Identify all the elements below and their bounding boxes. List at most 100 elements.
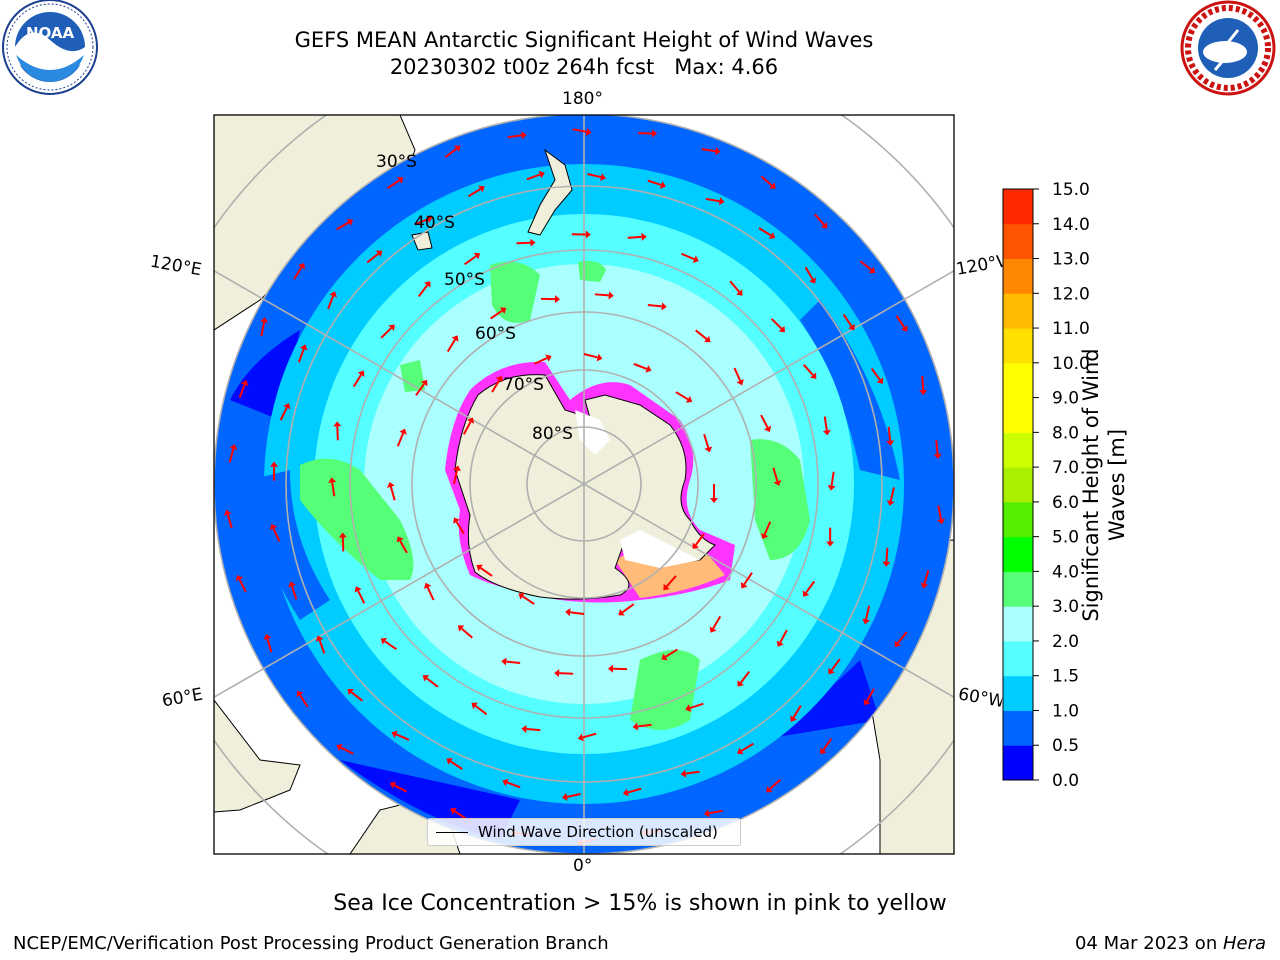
wind-wave-arrow — [887, 426, 892, 441]
wind-wave-arrow — [327, 295, 335, 310]
wind-wave-arrow — [526, 173, 541, 181]
colorbar-tick-label: 4.0 — [1052, 562, 1079, 582]
wind-wave-arrow — [444, 147, 458, 158]
wind-wave-arrowhead — [937, 518, 945, 525]
wind-wave-arrowhead — [235, 574, 243, 582]
wind-wave-arrowhead — [283, 403, 291, 410]
wind-wave-arrowhead — [652, 129, 658, 138]
producer-credit: NCEP/EMC/Verification Post Processing Pr… — [13, 933, 609, 954]
wind-wave-arrowhead — [685, 395, 693, 403]
wind-wave-arrowhead — [933, 453, 942, 460]
lon-label-180: 180° — [562, 89, 603, 109]
wind-wave-arrowhead — [270, 461, 279, 467]
wind-wave-arrowhead — [760, 532, 769, 540]
wind-wave-arrow — [516, 241, 531, 245]
wind-wave-arrow — [889, 487, 895, 502]
wind-wave-arrow — [921, 376, 925, 391]
wind-wave-arrowhead — [740, 582, 748, 589]
wind-wave-arrowhead — [263, 633, 272, 640]
legend-line-swatch — [436, 832, 468, 833]
lat-label-80s: 80°S — [532, 424, 573, 444]
wind-wave-arrowhead — [714, 147, 721, 156]
wind-wave-arrow — [566, 793, 581, 798]
wind-wave-arrow — [594, 293, 609, 297]
wind-wave-arrow — [842, 314, 853, 327]
wind-wave-arrow — [318, 639, 326, 654]
wind-wave-arrowhead — [338, 532, 347, 538]
wind-wave-arrowhead — [450, 807, 457, 815]
wind-wave-arrowhead — [680, 769, 687, 778]
wind-wave-arrowhead — [545, 354, 552, 362]
wind-wave-arrowhead — [554, 669, 560, 678]
wind-wave-arrow — [895, 315, 906, 329]
wind-wave-arrowhead — [828, 667, 835, 675]
wind-wave-arrow — [426, 586, 435, 601]
wind-wave-arrowhead — [704, 446, 713, 453]
colorbar-swatch — [1003, 258, 1033, 294]
wind-wave-arrowhead — [600, 173, 606, 181]
wind-wave-arrow — [453, 470, 458, 485]
wind-wave-arrow — [792, 705, 802, 719]
wind-wave-arrow — [689, 702, 704, 709]
wind-wave-arrow — [758, 227, 772, 237]
wind-wave-arrowhead — [223, 509, 232, 516]
wind-wave-arrow — [299, 694, 309, 708]
wind-wave-arrowhead — [521, 724, 527, 733]
wind-wave-arrowhead — [577, 733, 584, 742]
wind-wave-arrowhead — [288, 581, 296, 588]
africa-land — [214, 699, 301, 813]
wind-wave-arrowhead — [809, 277, 817, 284]
wind-wave-arrowhead — [737, 680, 744, 687]
wind-wave-arrow — [923, 570, 930, 585]
wind-wave-arrow — [491, 379, 501, 393]
colorbar-swatch — [1003, 675, 1033, 711]
wind-wave-arrowhead — [773, 479, 782, 486]
wind-wave-arrow — [446, 339, 456, 353]
wind-wave-arrow — [467, 188, 481, 198]
wind-wave-arrowhead — [424, 582, 432, 589]
wind-wave-arrowhead — [453, 465, 461, 472]
colorbar-tick-label: 12.0 — [1052, 284, 1090, 304]
wind-wave-arrowhead — [810, 372, 817, 379]
map-frame — [213, 114, 955, 855]
wind-wave-arrowhead — [328, 477, 337, 483]
run-date-text: 04 Mar 2023 on — [1074, 933, 1223, 954]
wind-wave-arrow — [647, 304, 662, 308]
wind-wave-arrowhead — [391, 730, 398, 739]
wind-wave-arrowhead — [502, 778, 509, 787]
colorbar-tick-label: 1.5 — [1052, 667, 1079, 687]
wind-wave-arrowhead — [457, 625, 465, 632]
wind-wave-arrowhead — [399, 428, 407, 435]
wind-wave-arrow — [772, 467, 779, 482]
wind-wave-arrowhead — [495, 375, 503, 383]
wind-wave-arrowhead — [704, 335, 711, 343]
wind-wave-arrowhead — [882, 561, 891, 567]
wind-wave-arrow — [455, 521, 465, 535]
wind-wave-arrow — [464, 255, 477, 266]
wind-wave-arrow — [830, 471, 835, 486]
colorbar-tick-label: 9.0 — [1052, 389, 1079, 409]
noa-logo: NOAA — [2, 0, 98, 95]
wind-wave-arrow — [569, 611, 585, 615]
wind-wave-arrowhead — [608, 664, 614, 673]
wind-wave-arrow — [340, 746, 354, 755]
wind-wave-arrowhead — [685, 704, 692, 712]
wind-wave-arrow — [769, 779, 781, 790]
wind-wave-arrow — [279, 407, 288, 421]
wind-wave-arrow — [506, 781, 521, 789]
wind-wave-arrowhead — [538, 170, 545, 179]
wind-wave-arrowhead — [802, 590, 810, 597]
wind-wave-arrow — [426, 677, 439, 688]
wind-wave-arrow — [705, 197, 720, 203]
wind-wave-arrowhead — [336, 743, 343, 751]
wind-wave-arrowhead — [768, 232, 776, 239]
wind-wave-arrowhead — [920, 582, 929, 589]
wind-wave-arrow — [695, 329, 708, 340]
wind-wave-arrowhead — [473, 252, 481, 260]
wind-wave-arrowhead — [769, 182, 776, 189]
wind-wave-arrowhead — [632, 722, 639, 731]
wind-wave-arrowhead — [521, 131, 527, 140]
colorbar-tick-label: 11.0 — [1052, 319, 1090, 339]
wind-wave-arrow — [291, 585, 298, 600]
wind-wave-arrow — [627, 787, 642, 794]
